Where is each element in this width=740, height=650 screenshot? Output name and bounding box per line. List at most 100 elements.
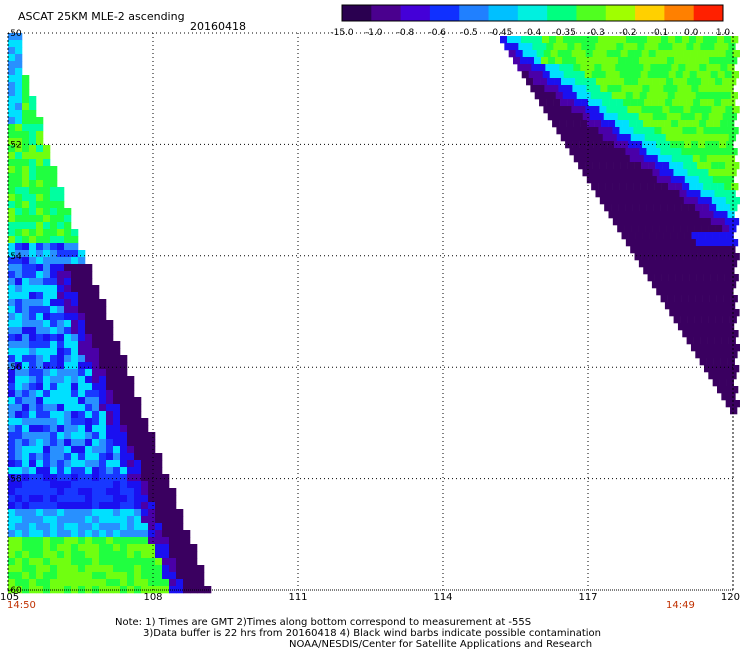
swath-cell — [626, 36, 634, 44]
swath-cell — [700, 337, 708, 345]
swath-cell — [134, 586, 142, 594]
swath-cell — [64, 271, 72, 279]
swath-cell — [64, 565, 72, 573]
swath-cell — [705, 232, 713, 240]
swath-cell — [726, 323, 735, 331]
swath-cell — [85, 306, 93, 314]
swath-cell — [614, 85, 622, 93]
colorbar-frame — [341, 4, 724, 22]
colorbar-swatch — [605, 5, 636, 21]
swath-cell — [36, 495, 44, 503]
swath-cell — [43, 544, 51, 552]
swath-cell — [672, 134, 681, 142]
map-frame — [7, 32, 734, 591]
swath-cell — [644, 43, 652, 51]
swath-cell — [694, 113, 703, 121]
swath-cell — [663, 288, 671, 296]
swath-cell — [721, 99, 729, 107]
swath-cell — [629, 64, 637, 72]
swath-cell — [148, 516, 156, 524]
swath-cell — [22, 320, 30, 328]
swath-cell — [29, 313, 37, 321]
swath-cell — [92, 572, 100, 580]
swath-cell — [703, 218, 712, 226]
swath-cell — [120, 418, 128, 426]
swath-cell — [612, 218, 621, 226]
swath-cell — [534, 92, 543, 100]
swath-cell — [701, 316, 709, 324]
swath-cell — [508, 50, 516, 58]
swath-cell — [654, 274, 662, 282]
swath-cell — [652, 260, 661, 268]
swath-cell — [113, 467, 121, 475]
swath-cell — [183, 565, 191, 573]
swath-cell — [15, 180, 23, 188]
swath-cell — [703, 36, 711, 44]
swath-cell — [653, 57, 661, 65]
swath-cell — [626, 218, 635, 226]
swath-cell — [678, 64, 686, 72]
swath-cell — [686, 134, 695, 142]
swath-cell — [715, 225, 723, 233]
latitude-tick-label: -56 — [7, 363, 22, 373]
swath-cell — [92, 348, 100, 356]
swath-cell — [710, 71, 718, 79]
swath-cell — [43, 292, 51, 300]
swath-cell — [176, 516, 184, 524]
swath-cell — [92, 355, 100, 363]
swath-cell — [99, 299, 107, 307]
swath-cell — [632, 148, 640, 156]
swath-cell — [708, 316, 716, 324]
swath-cell — [71, 390, 79, 398]
swath-cell — [583, 57, 591, 65]
swath-cell — [71, 285, 79, 293]
swath-cell — [703, 183, 711, 191]
swath-cell — [162, 530, 170, 538]
swath-cell — [57, 348, 65, 356]
swath-cell — [106, 369, 114, 377]
swath-cell — [8, 341, 16, 349]
swath-cell — [586, 176, 595, 184]
swath-cell — [706, 120, 714, 128]
swath-cell — [85, 341, 93, 349]
swath-cell — [36, 523, 44, 531]
swath-cell — [646, 239, 655, 247]
swath-cell — [92, 460, 100, 468]
swath-cell — [99, 355, 107, 363]
swath-data — [8, 33, 740, 594]
swath-cell — [113, 432, 121, 440]
swath-cell — [71, 313, 79, 321]
swath-cell — [546, 43, 554, 51]
swath-cell — [71, 509, 79, 517]
swath-cell — [689, 218, 698, 226]
swath-cell — [85, 460, 93, 468]
swath-cell — [127, 383, 135, 391]
swath-cell — [8, 453, 16, 461]
swath-cell — [625, 148, 633, 156]
swath-cell — [176, 551, 184, 559]
swath-cell — [658, 43, 666, 51]
swath-cell — [713, 64, 721, 72]
swath-cell — [106, 362, 114, 370]
swath-cell — [580, 155, 589, 163]
swath-cell — [36, 313, 44, 321]
swath-cell — [29, 124, 37, 132]
swath-cell — [78, 460, 86, 468]
swath-cell — [713, 358, 721, 366]
swath-cell — [722, 260, 731, 268]
swath-cell — [601, 120, 609, 128]
swath-cell — [183, 544, 191, 552]
swath-cell — [36, 215, 44, 223]
swath-cell — [29, 166, 37, 174]
swath-cell — [85, 383, 93, 391]
swath-cell — [15, 362, 23, 370]
swath-cell — [78, 285, 86, 293]
swath-cell — [620, 106, 628, 114]
swath-cell — [22, 404, 30, 412]
swath-cell — [43, 264, 51, 272]
swath-cell — [665, 99, 673, 107]
swath-cell — [22, 145, 30, 153]
swath-cell — [148, 502, 156, 510]
swath-cell — [726, 85, 734, 93]
swath-cell — [29, 404, 37, 412]
